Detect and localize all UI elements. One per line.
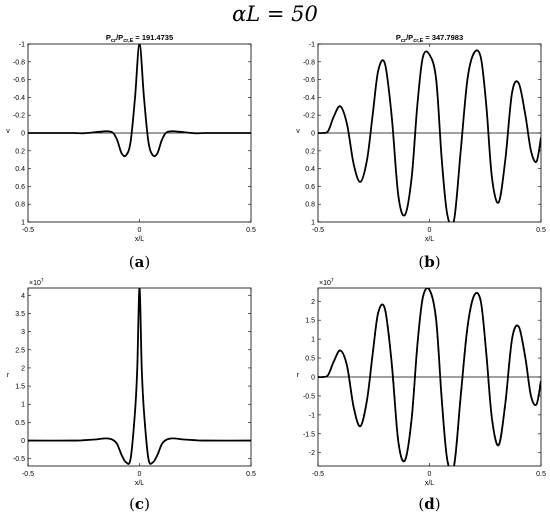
y-axis-label: v [6, 128, 10, 135]
y-axis-label: r [297, 372, 300, 379]
y-axis-label: r [7, 372, 10, 379]
x-tick-label: 0 [428, 227, 432, 234]
y-tick-label: -0.6 [303, 77, 315, 84]
x-axis-label: x/L [425, 236, 434, 243]
y-tick-label: -1 [309, 412, 315, 419]
y-tick-label: -0.2 [303, 113, 315, 120]
y-tick-label: 0.6 [305, 184, 315, 191]
y-tick-label: -0.2 [13, 113, 25, 120]
series-line [28, 44, 251, 158]
y-tick-label: 2.5 [15, 347, 25, 354]
y-tick-label: 0.5 [15, 420, 25, 427]
x-tick-label: -0.5 [22, 227, 34, 234]
panel-title: Pcr/Pcr,E = 347.7983 [396, 33, 463, 44]
y-tick-label: 1 [311, 337, 315, 344]
y-tick-label: 0 [21, 131, 25, 138]
y-tick-label: 0.2 [305, 148, 315, 155]
y-tick-label: 3.5 [15, 311, 25, 318]
y-tick-label: 3 [21, 329, 25, 336]
x-tick-label: 0.5 [246, 471, 256, 478]
series-line [318, 49, 541, 222]
y-tick-label: -0.6 [13, 77, 25, 84]
y-tick-label: 1.5 [15, 384, 25, 391]
y-tick-label: 0 [311, 375, 315, 382]
y-tick-label: 1.5 [305, 318, 315, 325]
y-tick-label: -1.5 [303, 431, 315, 438]
y-tick-label: 0.6 [15, 184, 25, 191]
y-tick-label: -0.4 [303, 95, 315, 102]
y-axis-label: v [296, 128, 300, 135]
y-tick-label: 4 [21, 293, 25, 300]
y-tick-label: 0.5 [305, 356, 315, 363]
x-tick-label: 0.5 [536, 471, 546, 478]
panel-label: (b) [418, 253, 440, 271]
y-tick-label: -0.4 [13, 95, 25, 102]
y-tick-label: -0.8 [303, 59, 315, 66]
chart-panel-b: -0.5 0 0.5 -1 -0.8 -0.6 -0.4 -0.2 0 0.2 0.4 0.6 0.8 1… [296, 33, 546, 271]
panel-label: (a) [129, 253, 150, 271]
y-tick-label: 2 [21, 365, 25, 372]
chart-panel-a: -0.5 0 0.5 -1 -0.8 -0.6 -0.4 -0.2 0 0.2 0.4 0.6 0.8 1… [6, 33, 256, 271]
x-tick-label: 0.5 [246, 227, 256, 234]
y-exponent-label: ×107 [29, 278, 44, 287]
x-tick-label: -0.5 [312, 227, 324, 234]
y-tick-label: -0.8 [13, 59, 25, 66]
x-axis-label: x/L [135, 480, 144, 487]
step-series [318, 288, 541, 466]
y-tick-label: 1 [21, 220, 25, 227]
y-tick-label: -0.5 [13, 456, 25, 463]
y-tick-label: -1 [19, 42, 25, 49]
x-axis-label: x/L [425, 480, 434, 487]
y-exponent-label: ×107 [319, 278, 334, 287]
chart-panel-d: -0.5 0 0.5 -2 -1.5 -1 -0.5 0 0.5 1 1.5 2 ×107 x/L r (d) [297, 278, 546, 513]
y-tick-label: 1 [311, 220, 315, 227]
panel-title: Pcr/Pcr,E = 191.4735 [106, 33, 173, 44]
y-tick-label: 1 [21, 402, 25, 409]
y-tick-label: -2 [309, 450, 315, 457]
x-tick-label: 0 [428, 471, 432, 478]
y-tick-label: 0 [21, 438, 25, 445]
step-series [28, 289, 251, 465]
x-tick-label: 0 [138, 471, 142, 478]
y-tick-label: -1 [309, 42, 315, 49]
series-line [28, 288, 251, 465]
y-tick-label: 0.4 [15, 166, 25, 173]
x-tick-label: 0 [138, 227, 142, 234]
x-tick-label: -0.5 [312, 471, 324, 478]
y-tick-label: 2 [311, 299, 315, 306]
x-tick-label: 0.5 [536, 227, 546, 234]
figure-title: αL = 50 [232, 2, 318, 26]
y-tick-label: -0.5 [303, 393, 315, 400]
y-tick-label: 0.8 [15, 202, 25, 209]
x-axis-label: x/L [135, 236, 144, 243]
panel-label: (d) [418, 495, 440, 513]
y-tick-label: 0 [311, 131, 315, 138]
y-tick-label: 0.4 [305, 166, 315, 173]
y-tick-label: 0.2 [15, 148, 25, 155]
axes-frame [27, 287, 252, 467]
panel-label: (c) [129, 495, 150, 513]
chart-panel-c: -0.5 0 0.5 -0.5 0 0.5 1 1.5 2 2.5 3 3.5 4 ×107 x/L r (c) [7, 278, 256, 513]
x-tick-label: -0.5 [22, 471, 34, 478]
y-tick-label: 0.8 [305, 202, 315, 209]
